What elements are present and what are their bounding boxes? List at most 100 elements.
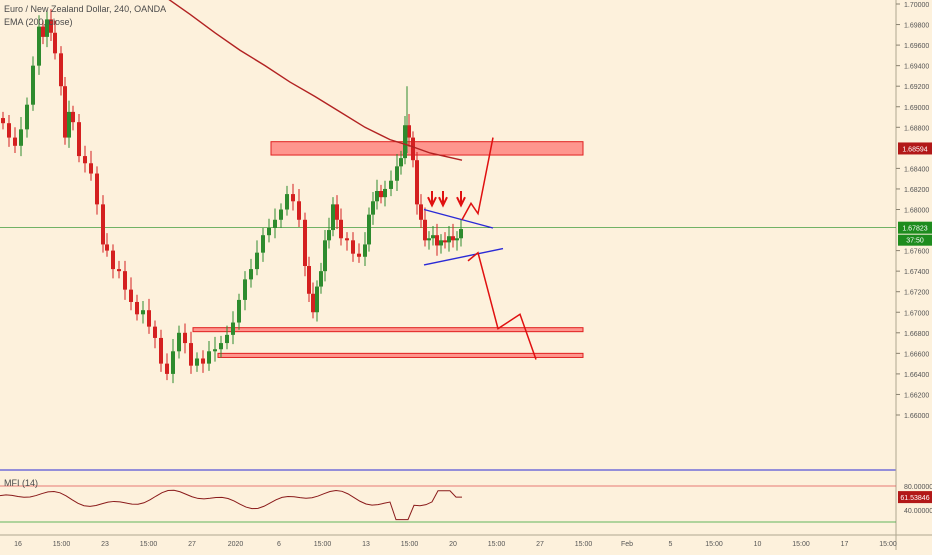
candle-body	[307, 266, 311, 294]
candle-body	[71, 111, 75, 123]
price-tick-label: 1.68800	[904, 125, 929, 132]
candle-body	[435, 235, 439, 246]
candle-body	[237, 299, 241, 323]
time-tick-label: 15:00	[792, 541, 810, 548]
candle-body	[37, 26, 41, 66]
candle-body	[255, 252, 259, 270]
candle-body	[439, 240, 443, 246]
price-tick-label: 1.67400	[904, 269, 929, 276]
candle-body	[243, 279, 247, 300]
candle-body	[375, 191, 379, 202]
time-tick-label: 15:00	[140, 541, 158, 548]
timer-badge-text: 37:50	[906, 238, 924, 245]
candle-body	[319, 271, 323, 287]
bearish-projection	[467, 251, 537, 360]
candle-body	[331, 204, 335, 231]
down-arrow-marker-2	[438, 191, 448, 208]
candle-body	[63, 86, 67, 138]
ema-legend: EMA (200, close)	[4, 17, 73, 27]
candle-body	[411, 137, 415, 161]
time-tick-label: 20	[449, 541, 457, 548]
candle-body	[201, 358, 205, 364]
candle-body	[101, 204, 105, 245]
candle-body	[45, 19, 49, 37]
time-tick-label: 16	[14, 541, 22, 548]
mfi-legend: MFI (14)	[4, 478, 39, 488]
price-tick-label: 1.66000	[904, 413, 929, 420]
candle-body	[459, 229, 463, 239]
candle-body	[447, 236, 451, 243]
candle-body	[249, 269, 253, 280]
price-tick-label: 1.67200	[904, 290, 929, 297]
candle-body	[443, 240, 447, 243]
time-tick-label: 23	[101, 541, 109, 548]
time-tick-label: 10	[754, 541, 762, 548]
ema-line	[168, 0, 463, 161]
candle-body	[451, 236, 455, 241]
resistance-zone-2	[192, 327, 584, 333]
symbol-legend: Euro / New Zealand Dollar, 240, OANDA	[4, 4, 167, 14]
candle-body	[279, 209, 283, 220]
time-tick-label: 15:00	[53, 541, 71, 548]
candle-body	[351, 240, 355, 254]
candle-body	[415, 160, 419, 205]
candle-body	[371, 201, 375, 215]
candles	[1, 9, 463, 384]
candle-body	[231, 322, 235, 335]
candle-body	[165, 363, 169, 374]
price-tick-label: 1.69400	[904, 64, 929, 71]
resistance-zone-3	[217, 352, 584, 358]
price-tick-label: 1.69800	[904, 23, 929, 30]
candle-body	[315, 286, 319, 313]
candle-body	[357, 253, 361, 257]
candle-body	[53, 32, 57, 54]
price-tick-label: 1.69000	[904, 105, 929, 112]
time-tick-label: 15:00	[401, 541, 419, 548]
time-tick-label: 15:00	[879, 541, 897, 548]
price-tick-label: 1.69200	[904, 84, 929, 91]
candle-body	[141, 310, 145, 315]
down-arrow-marker-3	[456, 191, 466, 208]
down-arrow-marker-1	[427, 191, 437, 208]
time-tick-label: 6	[277, 541, 281, 548]
price-badge	[898, 221, 932, 234]
timer-badge	[898, 234, 932, 246]
price-tick-label: 1.68400	[904, 166, 929, 173]
candle-body	[345, 238, 349, 241]
candle-body	[291, 194, 295, 202]
price-tick-label: 1.70000	[904, 2, 929, 9]
candle-body	[403, 125, 407, 159]
time-tick-label: 15:00	[488, 541, 506, 548]
time-tick-label: 15:00	[314, 541, 332, 548]
candle-body	[427, 238, 431, 241]
candle-body	[285, 194, 289, 210]
candle-body	[311, 293, 315, 313]
candle-body	[213, 349, 217, 352]
candle-body	[135, 301, 139, 315]
time-tick-label: 15:00	[575, 541, 593, 548]
candle-body	[219, 343, 223, 350]
price-tick-label: 1.66200	[904, 392, 929, 399]
candle-body	[363, 244, 367, 257]
candle-body	[407, 125, 411, 138]
candle-body	[383, 188, 387, 198]
candle-body	[19, 129, 23, 146]
candle-body	[379, 191, 383, 198]
candle-body	[171, 351, 175, 374]
mfi-value-badge-text: 61.53846	[900, 495, 929, 502]
level-badge	[898, 142, 932, 155]
candle-body	[339, 219, 343, 239]
candle-body	[431, 235, 435, 239]
candle-body	[49, 19, 53, 33]
candle-body	[77, 122, 81, 157]
candle-body	[389, 180, 393, 189]
candle-body	[267, 227, 271, 236]
resistance-zone-1	[270, 141, 584, 156]
candle-body	[395, 166, 399, 181]
candle-body	[59, 53, 63, 87]
candle-body	[153, 326, 157, 338]
candle-body	[323, 240, 327, 272]
candle-body	[111, 250, 115, 270]
